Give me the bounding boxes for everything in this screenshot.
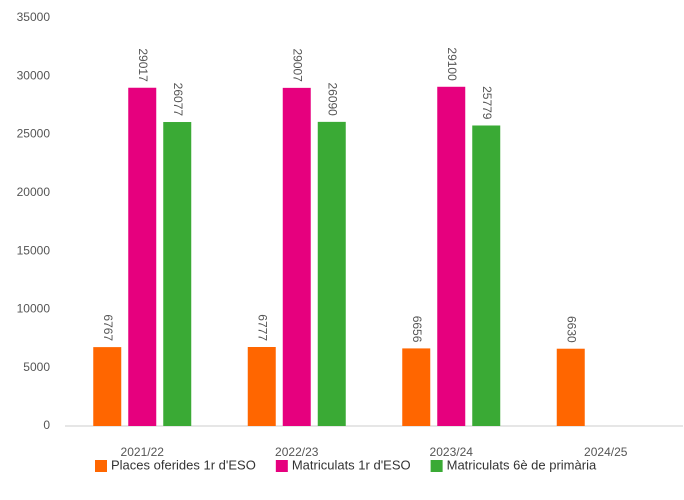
y-tick-label: 15000 [17,243,51,257]
y-tick-label: 0 [43,418,50,432]
bar [472,125,501,427]
data-label: 29100 [445,47,459,81]
data-label: 26077 [171,83,185,117]
x-tick-label: 2024/25 [584,445,628,459]
bar [402,348,431,426]
x-tick-label: 2021/22 [121,445,165,459]
x-tick-label: 2022/23 [275,445,319,459]
bar [247,346,276,426]
bar [128,87,157,426]
bar [93,347,122,426]
y-tick-label: 10000 [17,302,51,316]
bar [317,121,346,426]
legend-swatch [275,460,288,472]
legend-swatch [95,460,107,472]
y-tick-label: 35000 [17,10,51,24]
data-label: 6767 [101,314,115,341]
bar [163,122,192,426]
legend-label: Matriculats 6è de primària [447,457,597,472]
data-label: 25779 [480,86,494,120]
y-tick-label: 25000 [17,127,51,141]
legend-swatch [430,460,443,472]
data-label: 6630 [565,316,579,343]
legend-label: Places oferides 1r d'ESO [111,457,256,472]
data-label: 6656 [410,316,424,343]
data-label: 29017 [136,48,150,82]
bar [437,86,466,426]
data-label: 29007 [291,48,305,82]
y-tick-label: 30000 [17,68,51,82]
bar [556,348,585,426]
x-tick-label: 2023/24 [430,445,474,459]
data-label: 6777 [256,314,270,341]
y-tick-label: 5000 [23,360,50,374]
bar [282,87,311,426]
legend-label: Matriculats 1r d'ESO [292,457,411,472]
y-tick-label: 20000 [17,185,51,199]
legend: Places oferides 1r d'ESO Matriculats 1r d… [95,457,597,472]
data-label: 26090 [326,82,340,116]
